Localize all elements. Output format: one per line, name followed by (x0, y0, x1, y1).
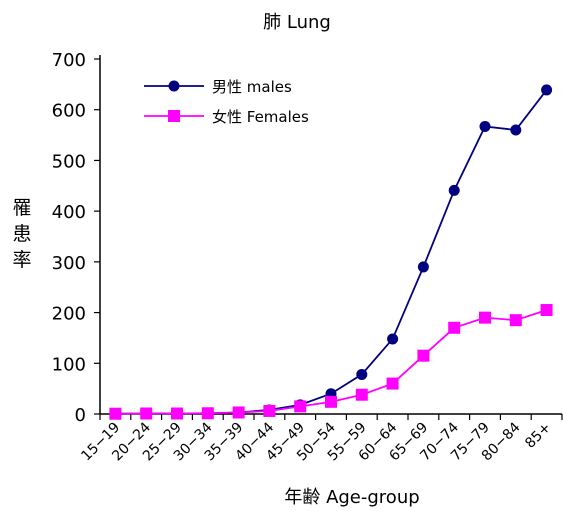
data-point (448, 184, 460, 196)
x-axis: 15−1920−2425−2930−3435−3940−4445−4950−54… (78, 413, 563, 464)
y-tick-label: 300 (52, 253, 86, 274)
data-point (109, 407, 122, 420)
data-point (417, 261, 429, 273)
y-tick-label: 600 (52, 101, 86, 122)
data-point (509, 314, 522, 327)
x-tick-label: 85+ (522, 420, 554, 452)
data-point (325, 395, 337, 408)
data-point (201, 407, 214, 420)
data-point (386, 377, 399, 390)
data-point (140, 407, 153, 420)
data-point (387, 333, 399, 345)
data-point (417, 349, 430, 362)
y-tick-label: 200 (52, 304, 86, 325)
data-point (232, 406, 245, 419)
data-point (479, 311, 491, 324)
y-tick-label: 500 (52, 151, 86, 172)
data-point (356, 368, 368, 380)
data-point (540, 304, 553, 317)
y-axis-label-char: 患 (12, 223, 31, 245)
legend-label: 男性 males (212, 78, 292, 96)
y-axis-label-char: 率 (12, 249, 31, 271)
y-tick-label: 400 (52, 202, 86, 223)
legend-marker (168, 110, 180, 122)
data-point (448, 321, 461, 334)
y-axis-label: 罹患率 (12, 197, 31, 271)
legend-marker (168, 80, 180, 92)
y-tick-label: 700 (52, 50, 86, 71)
series-line (115, 89, 548, 415)
data-point (263, 404, 276, 417)
y-axis-label-char: 罹 (12, 197, 31, 219)
data-point (479, 120, 491, 132)
data-point (510, 124, 522, 136)
data-point (294, 400, 307, 413)
data-point (355, 388, 368, 401)
y-tick-label: 100 (52, 354, 86, 375)
data-point (541, 84, 553, 96)
chart-title: 肺 Lung (263, 12, 331, 33)
legend-label: 女性 Females (212, 108, 309, 126)
data-point (171, 407, 183, 420)
legend: 男性 males 女性 Females (144, 78, 309, 126)
y-axis: 0 100 200 300 400 500 600 700 (52, 50, 101, 426)
plot-area (109, 84, 553, 420)
y-tick-label: 0 (75, 405, 86, 426)
x-axis-label: 年齢 Age-group (284, 487, 419, 508)
